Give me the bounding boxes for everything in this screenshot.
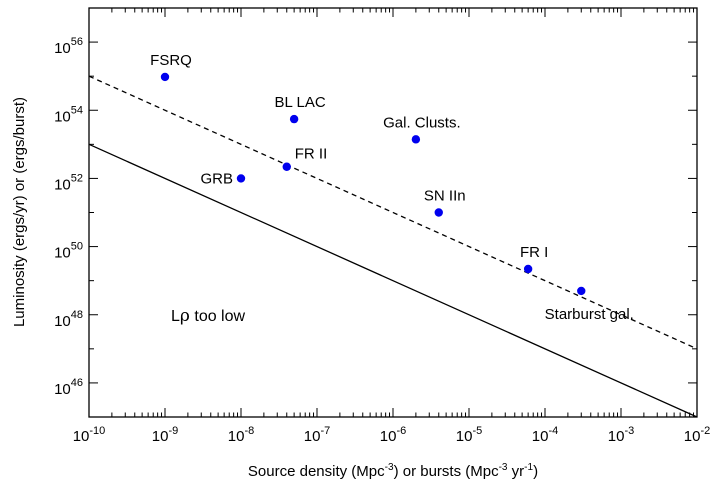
point-label: SN IIn bbox=[424, 188, 466, 205]
data-point bbox=[160, 72, 170, 82]
data-point bbox=[282, 162, 291, 171]
point-label: FR II bbox=[295, 146, 328, 163]
tick-labels: 10-10 10-9 10-8 10-7 10-6 10-5 10-4 10-3 10-2 104… bbox=[54, 36, 710, 445]
annotation-lrho-too-low: Lρ too low bbox=[171, 306, 245, 326]
x-tick-label: 10-6 bbox=[380, 425, 406, 445]
point-label: Gal. Clusts. bbox=[383, 114, 461, 131]
y-axis-label: Luminosity (ergs/yr) or (ergs/burst) bbox=[11, 97, 28, 327]
x-tick-label: 10-9 bbox=[152, 425, 178, 445]
y-tick-label: 1048 bbox=[54, 309, 83, 330]
x-tick-label: 10-10 bbox=[73, 425, 106, 445]
x-tick-label: 10-7 bbox=[304, 425, 330, 445]
x-tick-label: 10-5 bbox=[456, 425, 482, 445]
x-axis-label: Source density (Mpc-3) or bursts (Mpc-3 … bbox=[248, 462, 538, 480]
y-tick-label: 1052 bbox=[54, 172, 83, 193]
x-tick-label: 10-3 bbox=[608, 425, 634, 445]
point-label: BL LAC bbox=[275, 94, 326, 111]
point-label: Starburst gal. bbox=[545, 306, 634, 323]
x-tick-label: 10-8 bbox=[228, 425, 254, 445]
point-label: FSRQ bbox=[150, 52, 192, 69]
x-tick-label: 10-2 bbox=[684, 425, 710, 445]
trend-lines bbox=[88, 75, 698, 418]
point-label: FR I bbox=[520, 244, 548, 261]
y-tick-label: 1050 bbox=[54, 241, 83, 262]
data-points bbox=[160, 72, 586, 296]
data-point bbox=[523, 264, 533, 274]
solid-line bbox=[88, 143, 698, 418]
point-label: GRB bbox=[200, 170, 233, 187]
point-labels: FSRQ BL LAC Gal. Clusts. GRB FR II SN IIn FR I… bbox=[150, 52, 634, 323]
data-point bbox=[434, 208, 443, 217]
y-tick-label: 1056 bbox=[54, 36, 83, 57]
y-tick-label: 1046 bbox=[54, 377, 83, 398]
data-point bbox=[289, 114, 299, 124]
data-point bbox=[577, 286, 586, 296]
annotations: Lρ too low bbox=[171, 306, 245, 326]
y-tick-label: 1054 bbox=[54, 104, 83, 125]
x-tick-label: 10-4 bbox=[532, 425, 558, 445]
dashed-line bbox=[88, 75, 698, 350]
data-point bbox=[236, 174, 246, 183]
data-point bbox=[411, 135, 421, 144]
